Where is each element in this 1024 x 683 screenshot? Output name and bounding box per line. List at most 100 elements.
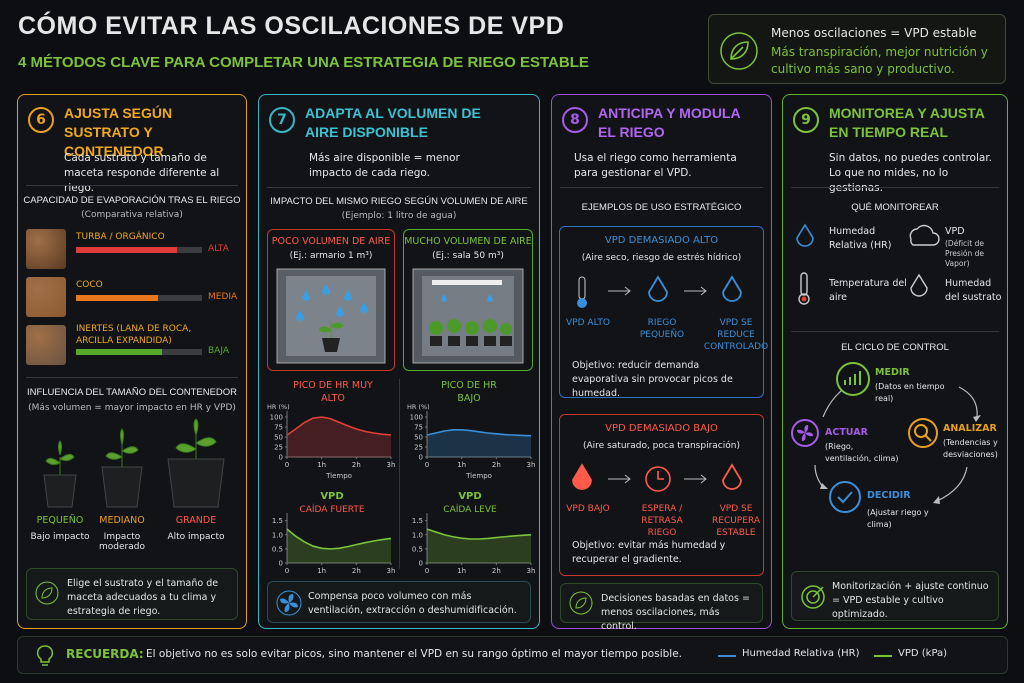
hr-label: PICO DE HR BAJO <box>441 380 497 404</box>
line <box>426 428 532 437</box>
thermo-bulb <box>577 298 587 308</box>
axis <box>426 411 531 458</box>
clock-hands <box>657 471 664 480</box>
leaf-icon <box>35 581 59 605</box>
step-label: VPD BAJO <box>566 504 610 514</box>
section-title: IMPACTO DEL MISMO RIEGO SEGÚN VOLUMEN DE… <box>270 196 528 207</box>
case-goal: Objetivo: reducir demanda evaporativa si… <box>572 360 733 399</box>
section-title: CAPACIDAD DE EVAPORACIÓN TRAS EL RIEGO <box>23 195 241 206</box>
case-box: VPD DEMASIADO ALTO (Aire seco, riesgo de … <box>559 226 768 399</box>
x-tick-label: 3h <box>527 567 536 575</box>
vpd-title: VPD <box>320 491 344 502</box>
arrow <box>684 474 707 484</box>
case-note: (Aire saturado, poca transpiración) <box>583 441 740 451</box>
tip: Elige el sustrato y el tamaño de maceta … <box>26 568 238 620</box>
panel-title: ADAPTA AL VOLUMEN DE AIRE DISPONIBLE <box>305 105 481 140</box>
substrate-image <box>26 229 66 269</box>
arrow <box>608 286 631 296</box>
line <box>286 528 392 550</box>
footer-label: RECUERDA: <box>66 647 144 661</box>
legend-label: VPD (kPa) <box>898 648 948 659</box>
y-tick-label: 0.5 <box>272 545 283 553</box>
divider <box>399 379 400 569</box>
case-box: POCO VOLUMEN DE AIRE (Ej.: armario 1 m³) <box>267 229 395 371</box>
step-label: VPD ALTO <box>566 318 610 328</box>
subtitle: 4 MÉTODOS CLAVE PARA COMPLETAR UNA ESTRA… <box>18 54 589 71</box>
x-tick-label: 3h <box>387 567 396 575</box>
y-axis-label: HR (%) <box>407 403 430 411</box>
y-tick-label: 75 <box>414 424 423 432</box>
legend-label: Humedad Relativa (HR) <box>742 648 860 659</box>
cycle-step: DECIDIR <box>867 490 911 501</box>
panel-title: ANTICIPA Y MODULA EL RIEGO <box>598 105 741 140</box>
tip-text: Elige el sustrato y el tamaño de maceta … <box>67 578 219 617</box>
step-icons <box>572 463 742 492</box>
bar <box>76 247 177 253</box>
pots-illustration <box>43 418 225 508</box>
panel-number: 6 <box>28 107 54 133</box>
vpd-chart: 0 0.5 1.0 1.5 0 1h 2h 3h <box>412 513 536 575</box>
tip-text: Decisiones basadas en datos = menos osci… <box>601 593 750 632</box>
y-tick-label: 25 <box>274 444 283 452</box>
y-tick-label: 0 <box>279 454 283 462</box>
monitor-icons <box>796 223 940 305</box>
panel-description: Usa el riego como herramienta para gesti… <box>574 152 737 179</box>
step-label: VPD SE REDUCE CONTROLADO <box>703 318 769 352</box>
clock-icon <box>645 466 671 492</box>
y-tick-label: 0 <box>279 560 283 568</box>
x-tick-label: 3h <box>387 461 396 469</box>
x-tick-label: 3h <box>527 461 536 469</box>
level-label: MEDIA <box>208 292 238 302</box>
footer: RECUERDA: El objetivo no es solo evitar … <box>17 636 1008 674</box>
monitor-name: Temperatura del aire <box>829 278 907 303</box>
x-tick-label: 2h <box>492 567 501 575</box>
bulb-icon <box>36 645 54 666</box>
panel-air: 7 ADAPTA AL VOLUMEN DE AIRE DISPONIBLE M… <box>258 94 540 629</box>
step-icons <box>577 275 742 308</box>
bar <box>76 349 162 355</box>
x-tick-label: 2h <box>352 461 361 469</box>
y-tick-label: 1.5 <box>272 517 283 525</box>
y-axis-label: HR (%) <box>267 403 290 411</box>
y-tick-label: 0.5 <box>412 545 423 553</box>
y-tick-label: 100 <box>410 414 423 422</box>
level-label: ALTA <box>208 244 229 254</box>
panel-number: 8 <box>562 107 588 133</box>
drop-icon <box>722 275 742 302</box>
cycle-note: (Ajustar riego y clima) <box>867 508 929 529</box>
step-icons <box>577 275 742 308</box>
pot-size: GRANDE <box>175 515 217 526</box>
panel-irrigation: 8 ANTICIPA Y MODULA EL RIEGO Usa el rieg… <box>551 94 772 632</box>
area <box>287 417 391 457</box>
case-box: VPD DEMASIADO BAJO (Aire saturado, poca t… <box>559 414 764 576</box>
leaf-icon <box>720 32 758 70</box>
separator <box>560 187 763 188</box>
panel-substrate: 6 AJUSTA SEGÚN SUSTRATO Y CONTENEDOR Cad… <box>17 94 247 629</box>
callout: Menos oscilaciones = VPD estable Más tra… <box>708 14 1006 84</box>
footer-text: El objetivo no es solo evitar picos, sin… <box>146 648 683 660</box>
case-example: (Ej.: sala 50 m³) <box>432 251 504 261</box>
x-tick-label: 0 <box>285 567 289 575</box>
area <box>427 529 531 563</box>
hr-chart: HR (%) 0 25 50 75 100 0 1h 2h 3h Tiempo <box>407 403 536 480</box>
cycle-step: ACTUAR <box>825 427 868 438</box>
drop-icon <box>722 463 742 490</box>
x-tick-label: 1h <box>457 567 466 575</box>
cycle-step: ANALIZAR <box>943 423 997 434</box>
panel-description: Sin datos, no puedes controlar. Lo que n… <box>829 152 993 194</box>
substrate-image <box>26 325 66 365</box>
y-tick-label: 25 <box>414 444 423 452</box>
separator <box>26 377 238 378</box>
tip: Monitorización + ajuste continuo = VPD e… <box>791 571 999 621</box>
pot-size: PEQUEÑO <box>36 515 84 526</box>
hr-label: PICO DE HR MUY ALTO <box>293 380 373 404</box>
y-tick-label: 1.0 <box>272 531 283 539</box>
tip: Compensa poco volumeo con más ventilació… <box>267 581 531 623</box>
panel-description: Más aire disponible = menor impacto de c… <box>309 152 460 179</box>
vpd-label: CAÍDA FUERTE <box>299 505 365 515</box>
monitor-name: VPD <box>945 226 965 237</box>
callout-text: Más transpiración, mejor nutrición y cul… <box>771 45 988 76</box>
section-title: EL CICLO DE CONTROL <box>841 342 949 353</box>
title: CÓMO EVITAR LAS OSCILACIONES DE VPD <box>18 12 565 40</box>
area <box>427 429 531 457</box>
